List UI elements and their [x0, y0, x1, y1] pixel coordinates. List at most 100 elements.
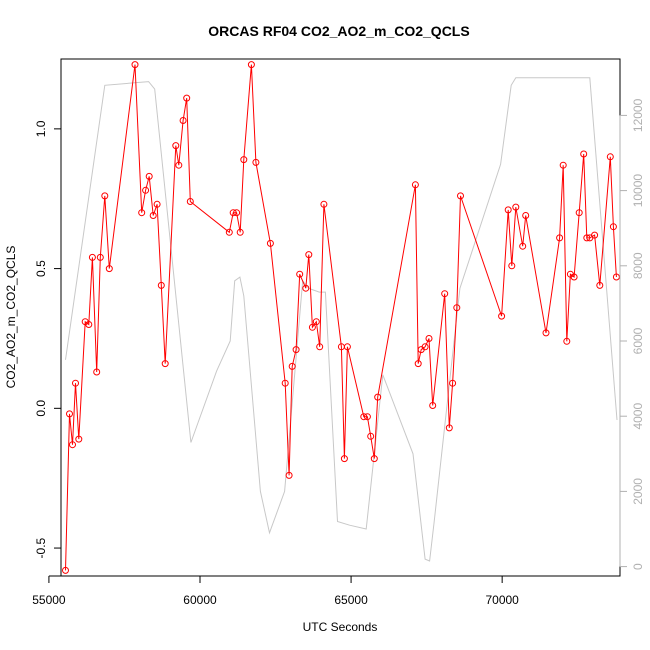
data-point — [316, 343, 324, 351]
x-tick-label: 60000 — [183, 593, 217, 607]
data-point — [66, 410, 73, 418]
plot-area-border — [60, 58, 621, 577]
y2-tick-label: 8000 — [631, 252, 645, 279]
data-point — [421, 343, 429, 351]
x-axis: 55000 60000 65000 70000 — [32, 575, 519, 607]
data-point — [508, 262, 516, 270]
data-point — [429, 402, 437, 409]
data-point — [153, 200, 161, 208]
data-point — [445, 424, 453, 432]
data-point — [575, 209, 583, 217]
data-point — [596, 281, 604, 289]
data-point — [308, 323, 316, 331]
data-point — [145, 172, 153, 180]
data-point — [75, 435, 83, 443]
data-point — [414, 360, 422, 368]
data-point — [305, 251, 313, 259]
data-point — [69, 441, 76, 449]
data-point — [88, 253, 96, 261]
data-point — [142, 186, 150, 194]
data-point — [229, 209, 237, 217]
altitude-series-layer — [65, 77, 618, 562]
data-point — [161, 360, 169, 368]
y2-tick-label: 2000 — [631, 478, 645, 505]
data-point — [340, 455, 348, 463]
data-point — [240, 156, 248, 164]
data-point — [411, 181, 419, 189]
chart-title: ORCAS RF04 CO2_AO2_m_CO2_QCLS — [208, 23, 469, 39]
data-point — [131, 61, 139, 69]
data-point — [609, 223, 617, 231]
data-point — [542, 329, 550, 337]
co2-series-layer — [62, 61, 620, 574]
data-point — [367, 432, 375, 440]
data-point — [498, 312, 506, 320]
y2-tick-label: 4000 — [631, 403, 645, 430]
data-point — [236, 228, 244, 236]
data-point — [449, 379, 457, 387]
data-point — [179, 117, 187, 124]
data-point — [149, 212, 157, 219]
data-point — [370, 455, 378, 463]
data-point — [512, 203, 520, 211]
data-point — [93, 368, 101, 376]
data-point — [172, 142, 180, 150]
data-point — [453, 304, 461, 312]
data-point — [157, 281, 165, 289]
data-point — [580, 150, 588, 158]
data-point — [563, 337, 571, 345]
altitude-line — [65, 77, 618, 562]
data-point — [425, 335, 433, 342]
data-point — [288, 362, 296, 370]
data-point — [72, 379, 79, 387]
y-axis-label: CO2_AO2_m_CO2_QCLS — [4, 246, 18, 389]
data-point — [302, 284, 310, 292]
data-point — [363, 413, 371, 421]
data-point — [519, 242, 527, 250]
y2-tick-label: 0 — [631, 563, 645, 570]
co2-line — [65, 64, 617, 571]
data-point — [96, 253, 104, 261]
data-point — [183, 94, 191, 102]
data-point — [285, 471, 293, 479]
y-axis-right: 0 2000 4000 6000 8000 10000 12000 — [619, 98, 645, 570]
data-point — [441, 290, 449, 298]
data-point — [62, 566, 69, 574]
x-tick-label: 55000 — [32, 593, 66, 607]
data-point — [312, 318, 320, 326]
data-point — [138, 209, 146, 217]
data-point — [175, 161, 183, 169]
data-point — [457, 192, 464, 200]
y-tick-label: 1.0 — [34, 120, 48, 137]
y2-tick-label: 10000 — [631, 174, 645, 208]
y2-tick-label: 12000 — [631, 98, 645, 132]
data-point — [559, 161, 567, 169]
data-point — [247, 61, 255, 69]
x-tick-label: 65000 — [334, 593, 368, 607]
data-point — [281, 379, 289, 387]
y2-tick-label: 6000 — [631, 327, 645, 354]
data-point — [606, 153, 614, 161]
data-point — [612, 273, 620, 281]
y-tick-label: 0.0 — [34, 400, 48, 417]
data-point — [296, 270, 304, 278]
data-point — [252, 158, 260, 166]
y-tick-label: -0.5 — [34, 537, 48, 558]
data-point — [522, 212, 530, 219]
data-point — [186, 198, 194, 205]
data-point — [320, 200, 328, 208]
data-point — [556, 234, 564, 242]
data-point — [225, 228, 233, 236]
x-tick-label: 70000 — [485, 593, 519, 607]
x-axis-label: UTC Seconds — [303, 620, 378, 634]
data-point — [266, 239, 274, 247]
data-point — [105, 265, 113, 273]
data-point — [374, 393, 382, 401]
y-tick-label: 0.5 — [34, 260, 48, 277]
data-point — [504, 206, 512, 214]
data-point — [85, 321, 93, 328]
data-point — [292, 346, 300, 354]
data-point — [343, 343, 351, 351]
data-point — [583, 234, 591, 242]
